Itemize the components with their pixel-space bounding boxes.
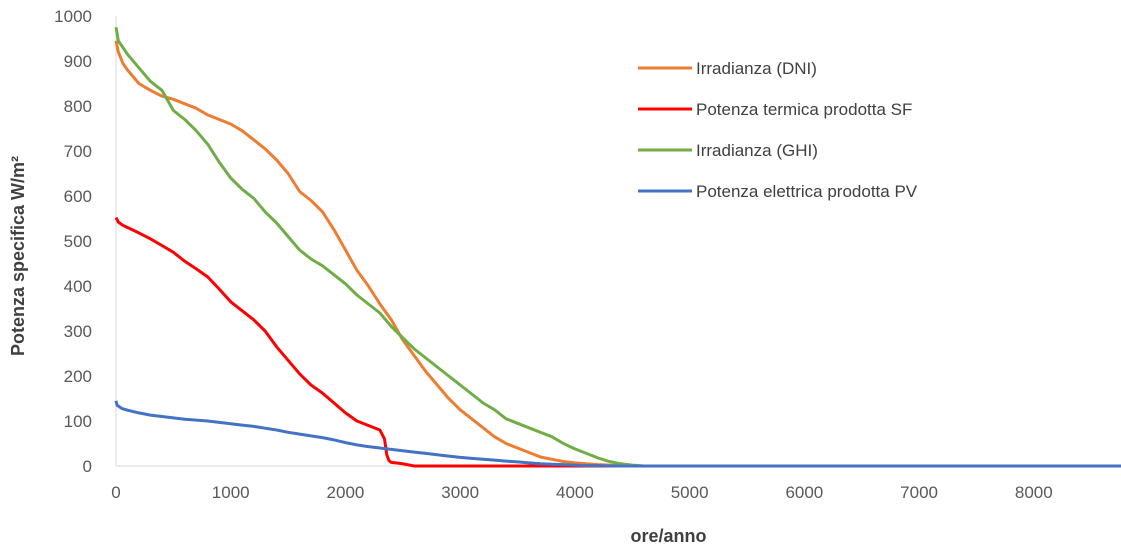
legend: Irradianza (DNI) Potenza termica prodotta…: [638, 59, 918, 201]
x-tick-label: 1000: [212, 483, 250, 502]
y-tick-label: 400: [64, 277, 92, 296]
y-axis-title: Potenza specifica W/m²: [8, 156, 28, 356]
series-line-0: [114, 40, 1121, 468]
series-lines: [114, 27, 1121, 468]
x-tick-label: 0: [111, 483, 120, 502]
y-tick-label: 200: [64, 367, 92, 386]
y-tick-label: 900: [64, 52, 92, 71]
y-tick-label: 100: [64, 412, 92, 431]
x-tick-label: 7000: [900, 483, 938, 502]
y-axis-ticks: 0 100 200 300 400 500 600 700 800 900 1000: [54, 7, 92, 476]
y-tick-label: 800: [64, 97, 92, 116]
legend-label: Potenza termica prodotta SF: [696, 100, 912, 119]
legend-label: Irradianza (GHI): [696, 141, 818, 160]
x-axis-ticks: 0 1000 2000 3000 4000 5000 6000 7000 8000: [111, 483, 1052, 502]
legend-label: Irradianza (DNI): [696, 59, 817, 78]
x-tick-label: 5000: [671, 483, 709, 502]
y-tick-label: 1000: [54, 7, 92, 26]
y-tick-label: 700: [64, 142, 92, 161]
series-line-2: [114, 27, 1121, 468]
y-tick-label: 500: [64, 232, 92, 251]
series-line-1: [114, 216, 1121, 468]
legend-label: Potenza elettrica prodotta PV: [696, 182, 918, 201]
y-tick-label: 0: [83, 457, 92, 476]
x-tick-label: 6000: [785, 483, 823, 502]
x-tick-label: 4000: [556, 483, 594, 502]
y-tick-label: 300: [64, 322, 92, 341]
series-line-3: [114, 400, 1121, 468]
x-tick-label: 8000: [1015, 483, 1053, 502]
x-tick-label: 3000: [441, 483, 479, 502]
y-tick-label: 600: [64, 187, 92, 206]
x-tick-label: 2000: [327, 483, 365, 502]
x-axis-title: ore/anno: [630, 526, 706, 546]
